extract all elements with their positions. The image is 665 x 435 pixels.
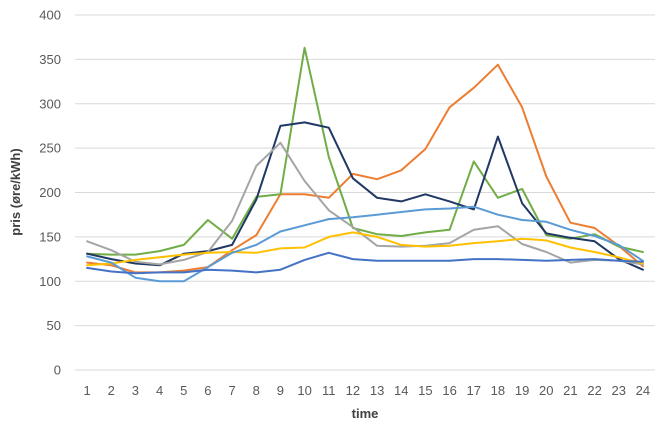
x-tick-label: 11 [322,383,336,398]
series-line-5 [86,231,644,267]
x-tick-label: 9 [277,383,284,398]
series-lines [86,46,644,283]
gridlines [75,14,655,371]
y-tick-label: 200 [39,185,61,200]
x-axis-title: time [352,406,379,421]
y-tick-label: 400 [39,8,61,23]
x-tick-label: 1 [83,383,90,398]
x-tick-label: 13 [370,383,384,398]
x-tick-label: 19 [515,383,529,398]
x-tick-label: 3 [132,383,139,398]
y-tick-label: 100 [39,274,61,289]
x-tick-label: 2 [108,383,115,398]
y-axis-tick-labels: 0 50 100 150 200 250 300 350 400 [39,8,61,378]
series-line-4 [86,141,644,266]
x-tick-label: 15 [418,383,432,398]
y-tick-label: 0 [54,363,61,378]
x-tick-label: 8 [253,383,260,398]
x-tick-label: 14 [394,383,408,398]
series-line-2 [86,46,644,256]
x-tick-label: 6 [204,383,211,398]
x-tick-label: 21 [563,383,577,398]
series-line-7 [86,251,644,275]
x-tick-label: 20 [539,383,553,398]
x-tick-label: 5 [180,383,187,398]
x-tick-label: 22 [587,383,601,398]
x-tick-label: 4 [156,383,163,398]
series-line-6 [86,205,644,283]
x-tick-label: 10 [297,383,311,398]
x-tick-label: 23 [612,383,626,398]
x-tick-label: 16 [442,383,456,398]
y-tick-label: 50 [47,318,61,333]
x-axis-tick-labels: 1 2 3 4 5 6 7 8 9 10 11 12 13 14 15 16 17 18 19 20 21 22 23 24 [83,383,650,398]
x-tick-label: 17 [467,383,481,398]
y-axis-title: pris (øre/kWh) [8,148,23,235]
x-tick-label: 12 [346,383,360,398]
y-tick-label: 300 [39,96,61,111]
y-tick-label: 350 [39,52,61,67]
x-tick-label: 18 [491,383,505,398]
x-tick-label: 24 [636,383,650,398]
y-tick-label: 250 [39,141,61,156]
x-tick-label: 7 [228,383,235,398]
y-tick-label: 150 [39,229,61,244]
series-line-1 [86,63,644,274]
